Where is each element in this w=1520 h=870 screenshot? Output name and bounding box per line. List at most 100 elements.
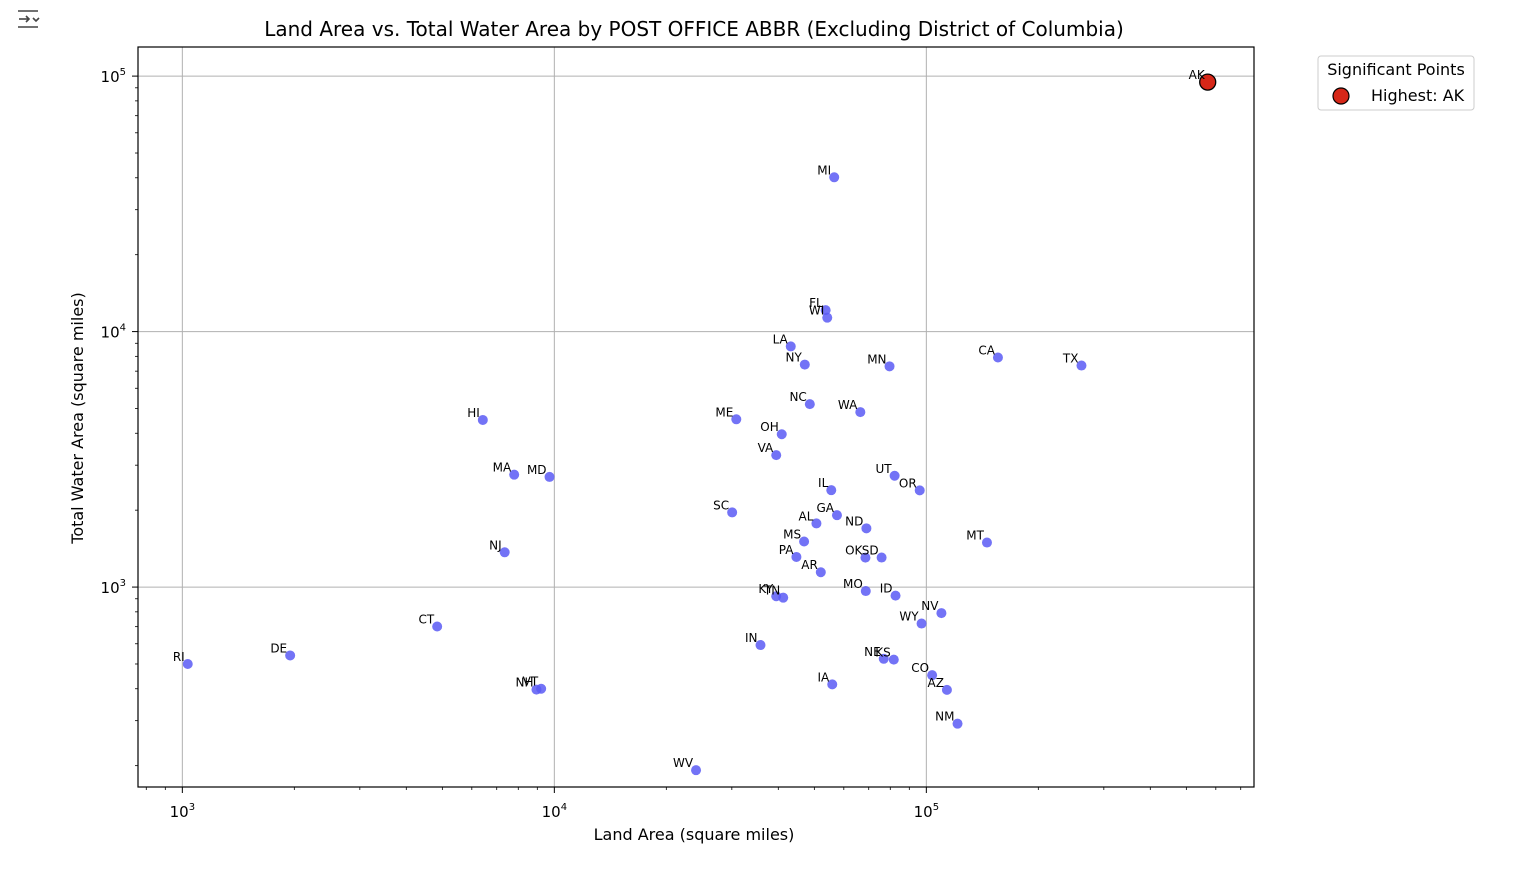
data-point [544, 471, 555, 482]
data-point [914, 485, 925, 496]
data-point-label: IL [818, 476, 829, 490]
data-point-label: IA [818, 670, 831, 684]
data-point-label: UT [875, 462, 892, 476]
data-point [936, 608, 947, 619]
data-point [791, 551, 802, 562]
data-point [992, 352, 1003, 363]
data-point [827, 679, 838, 690]
data-point-label: OK [845, 544, 863, 558]
data-point [829, 172, 840, 183]
data-point-label: MI [817, 163, 831, 177]
x-tick-label: 105 [914, 802, 939, 821]
data-point [691, 765, 702, 776]
data-point [890, 590, 901, 601]
data-point-label: VA [758, 441, 774, 455]
data-point [855, 407, 866, 418]
legend-entry-label: Highest: AK [1371, 86, 1465, 105]
data-point [771, 450, 782, 461]
data-point-label: MN [867, 352, 886, 366]
legend: Significant Points Highest: AK [1317, 55, 1475, 111]
data-point-label: MO [843, 577, 863, 591]
data-point [776, 429, 787, 440]
data-point [860, 552, 871, 563]
data-point-label: KS [875, 646, 891, 660]
minor-ticks [135, 87, 1242, 790]
legend-marker-highlight [1332, 87, 1350, 105]
data-point-label: NY [785, 351, 802, 365]
x-tick-label: 103 [170, 802, 195, 821]
data-point-label: ND [845, 514, 863, 528]
data-point [815, 567, 826, 578]
data-point-label: NH [515, 676, 533, 690]
data-point [755, 640, 766, 651]
data-point-label: TX [1062, 352, 1079, 366]
data-point-label: NJ [489, 538, 502, 552]
data-point [799, 536, 810, 547]
data-point-label: MA [493, 461, 512, 475]
data-point [916, 618, 927, 629]
data-point-label: RI [173, 650, 185, 664]
data-point [182, 658, 193, 669]
data-point [820, 305, 831, 316]
data-point-label: WI [809, 304, 824, 318]
data-point-label: AR [801, 558, 818, 572]
data-point [941, 684, 952, 695]
data-point [285, 650, 296, 661]
data-point [432, 621, 443, 632]
data-point-label: NM [935, 710, 954, 724]
data-point-label: NE [864, 645, 881, 659]
data-point-label: MT [966, 529, 984, 543]
plot-area-frame [137, 46, 1255, 788]
data-point [888, 654, 899, 665]
data-point-label: AZ [927, 676, 943, 690]
data-point [889, 470, 900, 481]
y-axis-label: Total Water Area (square miles) [68, 292, 87, 544]
data-point [861, 523, 872, 534]
major-ticks [132, 75, 927, 793]
data-point [952, 718, 963, 729]
data-point [536, 683, 547, 694]
data-point-highlight [1199, 73, 1217, 91]
y-tick-label: 104 [101, 323, 126, 342]
data-point-label: HI [467, 406, 480, 420]
data-point-label: WY [899, 610, 919, 624]
data-point-label: AL [799, 509, 814, 523]
data-point-label: IN [745, 631, 758, 645]
data-point-label: CO [911, 661, 929, 675]
chart-title: Land Area vs. Total Water Area by POST O… [264, 17, 1124, 41]
data-point [1076, 360, 1087, 371]
data-point [804, 399, 815, 410]
data-point-label: PA [779, 543, 794, 557]
data-point-label: ME [715, 405, 733, 419]
data-point [509, 469, 520, 480]
data-point [785, 341, 796, 352]
data-point [981, 537, 992, 548]
data-point-label: NV [921, 599, 939, 613]
data-point-label: ID [880, 582, 893, 596]
data-point-label: OR [899, 476, 917, 490]
data-point-label: DE [270, 641, 287, 655]
data-point [811, 518, 822, 529]
data-point-label: GA [816, 501, 834, 515]
data-point [799, 359, 810, 370]
data-point [731, 414, 742, 425]
data-point [826, 485, 837, 496]
x-tick-label: 104 [542, 802, 567, 821]
data-point [477, 414, 488, 425]
data-point-label: VT [523, 675, 539, 689]
data-point [822, 312, 833, 323]
data-point-label: WA [838, 398, 858, 412]
data-point-label: WV [673, 756, 694, 770]
data-point-label: OH [760, 420, 778, 434]
output-toggle-icon[interactable] [16, 8, 42, 30]
data-point [778, 592, 789, 603]
data-point-label: CT [418, 612, 434, 626]
data-point-label: AK [1189, 68, 1206, 82]
data-point [727, 507, 738, 518]
data-point-label: LA [773, 332, 789, 346]
grid-lines [138, 47, 1254, 787]
data-point [884, 361, 895, 372]
data-point-label: SD [862, 544, 879, 558]
